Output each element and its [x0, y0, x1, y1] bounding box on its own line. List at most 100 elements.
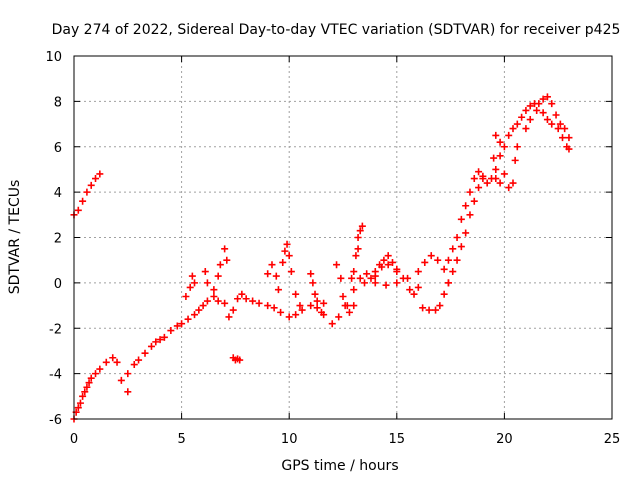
- data-point: [102, 358, 110, 366]
- data-point: [339, 292, 347, 300]
- data-points: [70, 93, 573, 423]
- data-point: [264, 270, 272, 278]
- data-point: [350, 268, 358, 276]
- data-point: [285, 313, 293, 321]
- data-point: [96, 170, 104, 178]
- data-point: [214, 297, 222, 305]
- x-tick-label: 0: [70, 432, 78, 447]
- data-point: [490, 154, 498, 162]
- data-point: [281, 247, 289, 255]
- data-point: [87, 181, 95, 189]
- data-point: [277, 308, 285, 316]
- data-point: [561, 125, 569, 133]
- data-point: [345, 308, 353, 316]
- data-point: [74, 206, 82, 214]
- data-point: [354, 245, 362, 253]
- data-point: [298, 306, 306, 314]
- data-point: [518, 113, 526, 121]
- data-point: [483, 179, 491, 187]
- data-point: [328, 320, 336, 328]
- data-point: [434, 256, 442, 264]
- data-point: [404, 274, 412, 282]
- y-tick-label: -2: [49, 322, 62, 337]
- data-point: [223, 256, 231, 264]
- data-point: [526, 102, 534, 110]
- data-point: [214, 272, 222, 280]
- data-point: [203, 297, 211, 305]
- data-point: [236, 356, 244, 364]
- y-tick-label: 2: [54, 232, 62, 247]
- data-point: [500, 170, 508, 178]
- data-point: [309, 279, 317, 287]
- data-point: [466, 188, 474, 196]
- data-point: [221, 245, 229, 253]
- data-point: [307, 270, 315, 278]
- data-point: [444, 256, 452, 264]
- data-point: [410, 290, 418, 298]
- data-point: [535, 100, 543, 108]
- data-point: [358, 222, 366, 230]
- data-point: [285, 252, 293, 260]
- data-point: [449, 245, 457, 253]
- data-point: [87, 374, 95, 382]
- data-point: [96, 365, 104, 373]
- data-point: [320, 299, 328, 307]
- data-point: [268, 261, 276, 269]
- data-point: [539, 109, 547, 117]
- x-tick-label: 10: [281, 432, 298, 447]
- data-point: [462, 229, 470, 237]
- data-point: [354, 234, 362, 241]
- data-point: [313, 304, 321, 312]
- data-point: [425, 306, 433, 314]
- data-point: [283, 240, 291, 248]
- data-point: [526, 116, 534, 124]
- data-point: [475, 184, 483, 192]
- data-point: [548, 100, 556, 108]
- data-point: [203, 279, 211, 287]
- data-point: [393, 279, 401, 287]
- data-point: [356, 274, 364, 282]
- data-point: [335, 313, 343, 321]
- data-point: [559, 134, 567, 142]
- data-point: [113, 358, 121, 366]
- data-point: [117, 376, 125, 384]
- data-point: [83, 188, 91, 196]
- x-tick-label: 25: [604, 432, 621, 447]
- x-axis-label: GPS time / hours: [281, 458, 398, 474]
- data-point: [427, 252, 435, 260]
- data-point: [496, 152, 504, 160]
- data-point: [350, 302, 358, 310]
- data-point: [182, 292, 190, 300]
- data-point: [496, 138, 504, 146]
- data-point: [307, 302, 315, 310]
- data-point: [496, 179, 504, 187]
- data-point: [419, 304, 427, 312]
- data-point: [367, 274, 375, 282]
- data-point: [356, 227, 364, 235]
- y-tick-label: 0: [54, 277, 62, 292]
- y-tick-label: 6: [54, 141, 62, 156]
- data-point: [380, 256, 388, 264]
- data-point: [440, 265, 448, 273]
- data-point: [135, 356, 143, 364]
- data-point: [384, 252, 392, 260]
- data-point: [270, 304, 278, 312]
- data-point: [79, 197, 87, 205]
- data-point: [229, 306, 237, 314]
- data-point: [292, 311, 300, 319]
- data-point: [85, 379, 93, 387]
- data-point: [199, 302, 207, 310]
- data-point: [384, 261, 392, 269]
- data-point: [186, 283, 194, 291]
- data-point: [272, 272, 280, 280]
- data-point: [311, 290, 319, 298]
- data-point: [124, 370, 132, 378]
- data-point: [436, 302, 444, 310]
- data-point: [505, 131, 513, 139]
- data-point: [92, 370, 100, 378]
- data-point: [317, 308, 325, 316]
- data-point: [287, 268, 295, 276]
- data-point: [337, 274, 345, 282]
- data-point: [388, 258, 396, 266]
